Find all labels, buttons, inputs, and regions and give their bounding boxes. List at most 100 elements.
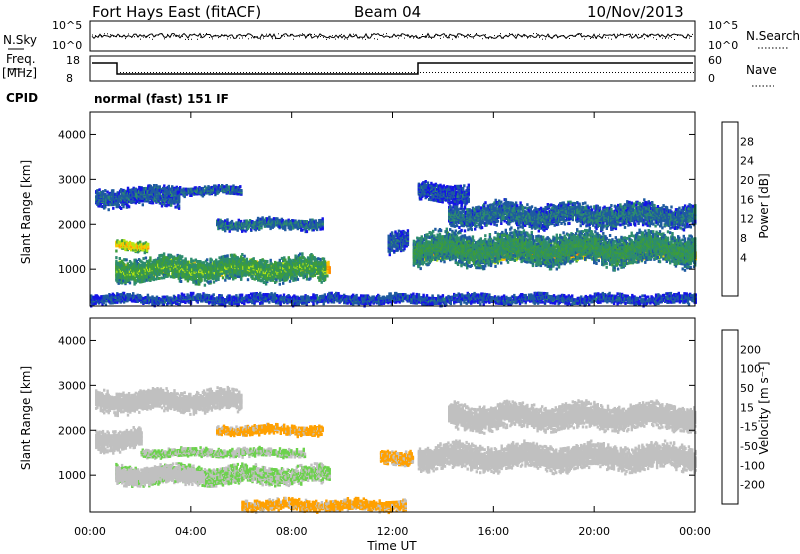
data-cell	[306, 278, 308, 281]
beam-label: Beam 04	[354, 3, 421, 21]
nave-dot	[207, 72, 208, 73]
nave-dot	[198, 72, 199, 73]
data-cell	[253, 257, 255, 260]
nave-dot	[453, 72, 454, 73]
nave-dot	[681, 72, 682, 73]
data-cell	[275, 278, 277, 281]
nsearch-tick-bottom: 10^0	[708, 39, 738, 52]
nave-dot	[120, 72, 121, 73]
nave-dot	[336, 72, 337, 73]
nsearch-dot	[557, 37, 558, 38]
nave-dot	[471, 72, 472, 73]
nave-dot	[294, 72, 295, 73]
nave-dot	[348, 72, 349, 73]
nsearch-dot	[242, 38, 243, 39]
nsearch-dot	[530, 37, 531, 38]
nsearch-dot	[689, 38, 690, 39]
nsearch-dot	[461, 35, 462, 36]
nsearch-dot	[302, 33, 303, 34]
nave-dot	[342, 72, 343, 73]
nsearch-dot	[539, 37, 540, 38]
nsearch-dot	[332, 35, 333, 36]
data-cell	[108, 208, 110, 211]
nsearch-dot	[584, 39, 585, 40]
nave-dot	[429, 72, 430, 73]
data-cell	[178, 191, 180, 194]
nsearch-dot	[92, 35, 93, 36]
nsearch-dot	[191, 39, 192, 40]
data-cell	[170, 275, 172, 278]
nave-dot	[573, 72, 574, 73]
data-cell	[192, 259, 194, 262]
nave-dot	[192, 72, 193, 73]
nsearch-dot	[170, 36, 171, 37]
nsearch-dot	[443, 37, 444, 38]
nave-dot	[654, 72, 655, 73]
nave-dot	[684, 72, 685, 73]
nsearch-dot	[341, 34, 342, 35]
nave-dot	[657, 72, 658, 73]
nave-dot	[186, 72, 187, 73]
nsearch-dot	[116, 36, 117, 37]
nave-dot	[510, 72, 511, 73]
nsearch-dot	[404, 38, 405, 39]
nave-dot	[414, 72, 415, 73]
nsearch-dot	[545, 39, 546, 40]
nsearch-dot	[284, 36, 285, 37]
nsearch-dot	[179, 35, 180, 36]
nave-dot	[312, 72, 313, 73]
nsearch-dot	[143, 37, 144, 38]
nave-dot	[270, 72, 271, 73]
nsearch-dot	[641, 35, 642, 36]
nsearch-dot	[353, 34, 354, 35]
nave-dot	[285, 72, 286, 73]
nave-label: Nave	[746, 63, 777, 77]
nave-dot	[417, 72, 418, 73]
nave-dot	[486, 72, 487, 73]
nsearch-dot	[287, 35, 288, 36]
nsearch-dot	[218, 37, 219, 38]
nave-dot	[135, 72, 136, 73]
nave-dot	[363, 72, 364, 73]
nave-dot	[132, 72, 133, 73]
data-cell	[147, 185, 149, 188]
data-cell	[304, 272, 306, 275]
nave-dot	[213, 72, 214, 73]
nsearch-dot	[611, 39, 612, 40]
nsearch-dot	[446, 35, 447, 36]
nsearch-dot	[512, 34, 513, 35]
data-cell	[224, 219, 226, 222]
nsearch-dot	[647, 35, 648, 36]
nave-dot	[225, 72, 226, 73]
data-cell	[136, 200, 138, 203]
freq-line	[92, 63, 693, 74]
nsearch-dot	[296, 35, 297, 36]
data-cell	[263, 281, 265, 284]
nave-dot	[126, 72, 127, 73]
nave-dot	[402, 72, 403, 73]
nave-dot	[339, 72, 340, 73]
nave-dot	[441, 72, 442, 73]
data-cell	[104, 193, 106, 196]
nave-dot	[456, 72, 457, 73]
nave-dot	[594, 72, 595, 73]
nave-dot	[519, 72, 520, 73]
nsearch-dot	[455, 36, 456, 37]
data-cell	[215, 259, 217, 262]
nsearch-dot	[209, 37, 210, 38]
nsearch-dot	[290, 34, 291, 35]
nave-dot	[624, 72, 625, 73]
nave-dot	[663, 72, 664, 73]
nsearch-dot	[575, 36, 576, 37]
nsearch-dot	[140, 39, 141, 40]
nave-dot	[399, 72, 400, 73]
nsearch-dot	[605, 37, 606, 38]
data-cell	[282, 282, 284, 285]
nave-dot	[330, 72, 331, 73]
nave-dot	[360, 72, 361, 73]
nave-dot	[144, 72, 145, 73]
nsearch-dot	[596, 38, 597, 39]
data-cell	[251, 275, 253, 278]
nsearch-dot	[488, 38, 489, 39]
nsearch-dot	[323, 37, 324, 38]
